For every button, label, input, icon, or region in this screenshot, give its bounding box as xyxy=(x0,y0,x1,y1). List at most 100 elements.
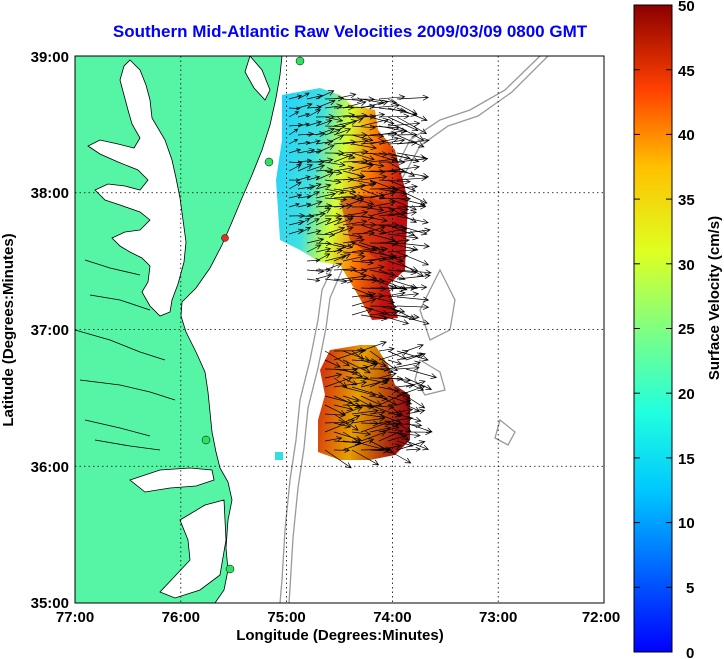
velocity-arrow xyxy=(360,112,386,118)
velocity-arrow xyxy=(369,208,396,217)
velocity-arrow xyxy=(342,117,364,127)
velocity-arrow xyxy=(324,366,358,373)
velocity-arrow xyxy=(324,247,344,254)
velocity-arrow xyxy=(306,211,326,218)
x-tick-label: 76:00 xyxy=(162,609,200,626)
velocity-arrow xyxy=(324,188,346,195)
velocity-arrow xyxy=(333,226,354,235)
velocity-arrow xyxy=(306,158,326,165)
velocity-arrow xyxy=(360,264,385,271)
colorbar-tick-label: 45 xyxy=(678,63,695,80)
velocity-arrow xyxy=(288,164,302,172)
velocity-arrow xyxy=(351,430,372,437)
velocity-arrow xyxy=(396,385,426,397)
velocity-arrow xyxy=(396,304,430,310)
velocity-arrow xyxy=(342,112,368,119)
colorbar-tick-label: 5 xyxy=(686,580,694,597)
velocity-arrow xyxy=(333,153,354,163)
velocity-arrow xyxy=(360,285,387,292)
velocity-arrow xyxy=(297,122,310,127)
velocity-arrow xyxy=(315,273,333,280)
velocity-arrow xyxy=(315,208,332,217)
velocity-arrow xyxy=(288,181,302,190)
velocity-arrow xyxy=(297,218,311,226)
velocity-arrow xyxy=(306,200,323,208)
velocity-arrow xyxy=(315,119,333,127)
velocity-arrow xyxy=(306,104,323,110)
velocity-arrow xyxy=(387,313,420,320)
velocity-arrow xyxy=(369,377,390,388)
colorbar-tick-label: 30 xyxy=(678,257,695,274)
velocity-arrow xyxy=(306,120,322,127)
velocity-arrow xyxy=(369,359,387,367)
velocity-arrow xyxy=(360,215,388,223)
velocity-arrow xyxy=(378,392,408,406)
velocity-arrow xyxy=(387,131,418,138)
velocity-arrow xyxy=(324,436,343,442)
velocity-arrow xyxy=(351,307,374,316)
velocity-arrow xyxy=(342,406,363,415)
velocity-arrow xyxy=(378,113,410,120)
bathymetry-contours xyxy=(279,56,549,603)
velocity-arrow xyxy=(360,362,379,370)
velocity-arrow xyxy=(288,111,300,118)
velocity-arrow xyxy=(396,352,424,361)
velocity-arrow xyxy=(324,449,352,469)
velocity-arrow xyxy=(297,131,315,137)
velocity-arrow xyxy=(396,125,425,141)
velocity-arrow xyxy=(387,179,417,192)
velocity-arrow xyxy=(333,92,357,100)
velocity-arrow xyxy=(324,178,342,185)
chesapeake-bay xyxy=(87,59,187,317)
velocity-arrow xyxy=(396,94,429,101)
velocity-arrow xyxy=(324,161,346,168)
velocity-arrow xyxy=(360,430,387,442)
velocity-arrow xyxy=(378,107,407,114)
velocity-arrow xyxy=(333,368,359,375)
velocity-arrow xyxy=(396,224,428,236)
velocity-arrow xyxy=(351,350,365,360)
river-lines xyxy=(75,259,176,451)
colorbar-tick-label: 0 xyxy=(686,645,694,659)
velocity-arrow xyxy=(387,360,421,370)
velocity-arrow xyxy=(324,116,344,123)
velocity-arrow xyxy=(387,247,416,254)
radar-site-marker xyxy=(264,157,274,167)
velocity-arrow xyxy=(297,92,310,100)
velocity-arrow xyxy=(351,269,378,280)
radar-site-marker xyxy=(225,564,235,574)
velocity-arrow xyxy=(297,226,312,235)
velocity-arrow xyxy=(342,267,368,274)
velocity-arrow xyxy=(342,368,364,378)
velocity-arrow xyxy=(324,262,343,271)
velocity-arrow xyxy=(378,386,401,393)
y-tick-label: 36:00 xyxy=(31,459,69,476)
velocity-arrow xyxy=(288,128,299,136)
velocity-arrow xyxy=(405,446,422,452)
velocity-arrow xyxy=(378,395,398,406)
velocity-arrow xyxy=(369,116,395,125)
velocity-arrow xyxy=(333,242,354,250)
x-tick-label: 73:00 xyxy=(479,609,517,626)
velocity-arrow xyxy=(351,287,373,297)
velocity-arrow xyxy=(360,293,385,299)
velocity-arrow xyxy=(405,408,426,415)
velocity-arrow xyxy=(306,244,322,253)
velocity-arrow xyxy=(378,349,409,361)
colorbar-tick-label: 35 xyxy=(678,192,695,209)
velocity-arrow xyxy=(351,408,380,415)
velocity-arrow xyxy=(396,296,430,303)
colorbar: 50 45 40 35 30 25 20 15 10 5 0 Surface V… xyxy=(633,0,723,659)
velocity-arrow xyxy=(297,112,311,118)
velocity-arrow xyxy=(387,431,421,439)
velocity-arrow xyxy=(378,314,410,325)
velocity-arrow xyxy=(324,128,342,136)
velocity-arrow xyxy=(288,178,301,183)
colorbar-tick-label: 50 xyxy=(678,0,695,15)
velocity-arrow xyxy=(315,253,331,262)
velocity-arrow xyxy=(315,183,332,190)
velocity-arrow xyxy=(396,242,431,249)
velocity-arrow xyxy=(396,440,426,451)
velocity-arrow xyxy=(288,106,301,111)
